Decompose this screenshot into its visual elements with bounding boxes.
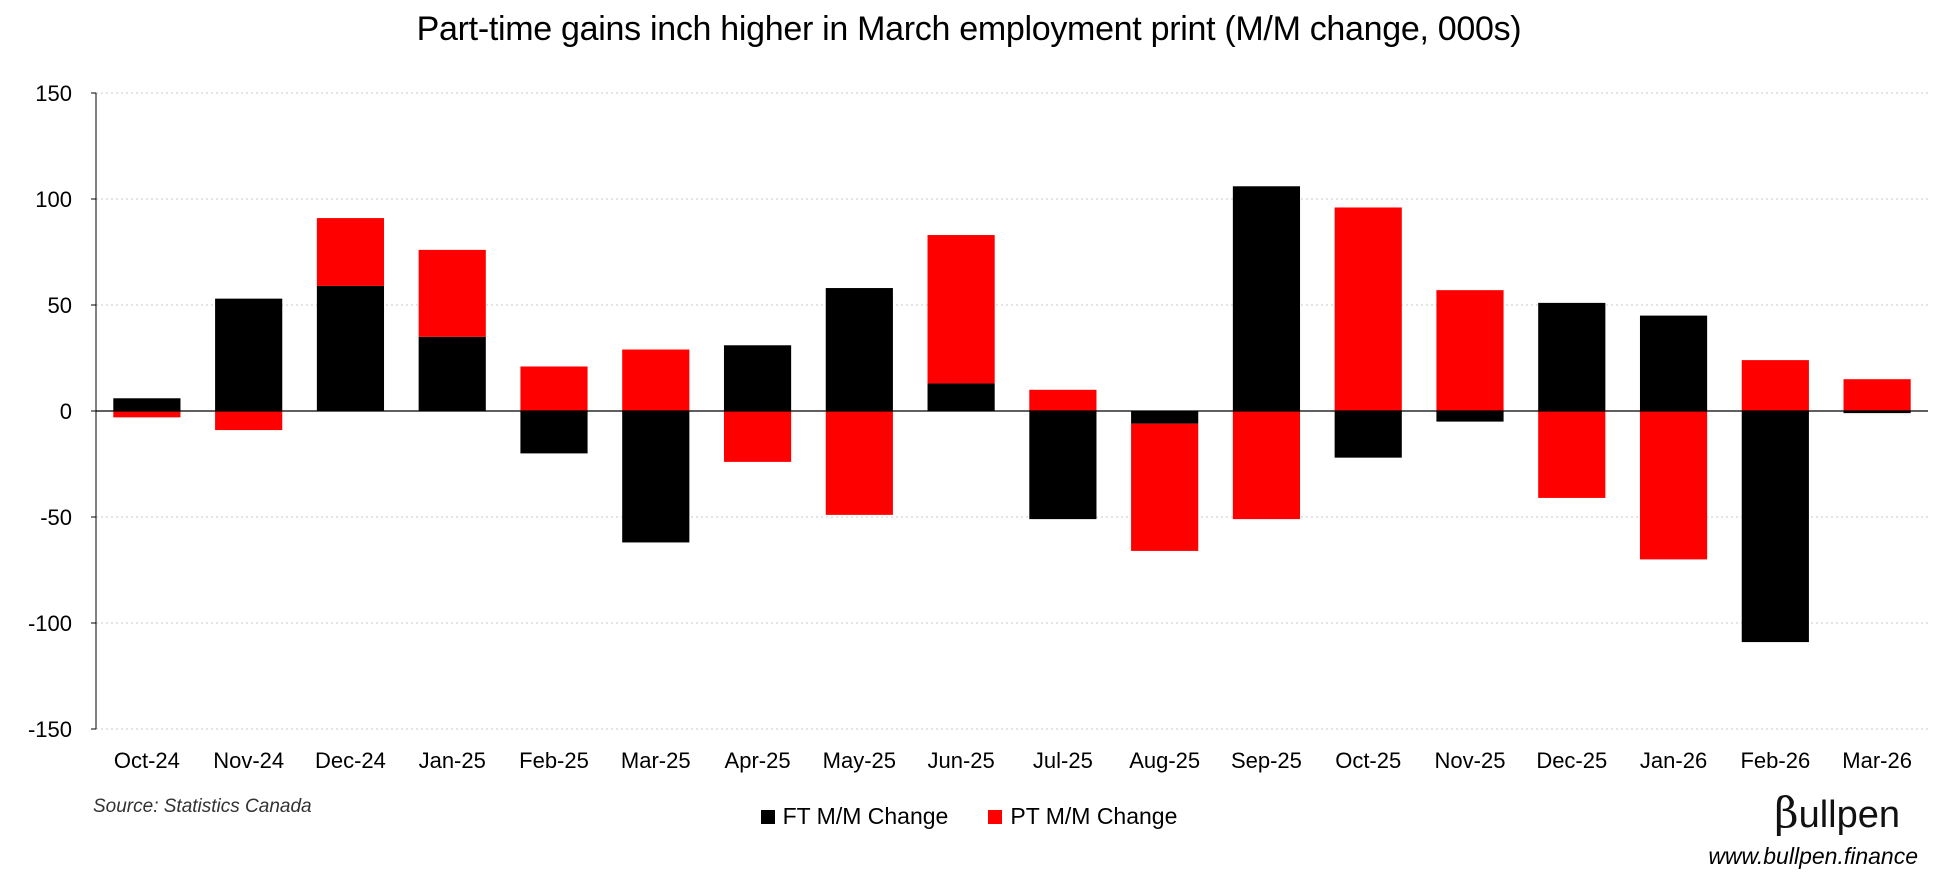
bar-ft xyxy=(1232,186,1301,411)
source-note: Source: Statistics Canada xyxy=(93,796,312,817)
bar-pt xyxy=(215,411,283,431)
bars xyxy=(113,186,1911,643)
x-tick-label: Mar-25 xyxy=(621,748,691,773)
x-tick-label: Feb-26 xyxy=(1740,748,1810,773)
bar-ft xyxy=(927,383,995,411)
x-tick-label: Oct-25 xyxy=(1335,748,1401,773)
bar-pt xyxy=(113,411,181,418)
bar-pt xyxy=(1029,389,1097,411)
x-tick-label: Dec-24 xyxy=(315,748,386,773)
legend-item-pt: PT M/M Change xyxy=(988,803,1177,830)
bar-ft xyxy=(316,285,385,411)
bar-ft xyxy=(1741,411,1809,643)
x-tick-label: Sep-25 xyxy=(1231,748,1302,773)
x-tick-label: May-25 xyxy=(823,748,896,773)
legend-item-ft: FT M/M Change xyxy=(760,803,949,830)
bar-pt xyxy=(1232,411,1301,520)
bar-pt xyxy=(418,249,486,337)
bar-pt xyxy=(825,411,893,515)
x-axis-ticks: Oct-24 Nov-24 Dec-24 Jan-25 Feb-25 Mar-25 Apr-… xyxy=(114,748,1912,773)
bar-ft xyxy=(1029,411,1097,520)
y-tick-label: -150 xyxy=(28,717,72,742)
bar-ft xyxy=(622,411,690,543)
bar-ft xyxy=(1538,302,1606,411)
legend-swatch-pt xyxy=(988,809,1003,824)
bar-ft xyxy=(1843,411,1911,414)
gridlines xyxy=(96,92,1928,730)
bar-pt xyxy=(927,235,995,384)
bar-ft xyxy=(1334,411,1402,458)
brand-beta-mark: β xyxy=(1774,788,1799,837)
bar-ft xyxy=(215,298,283,411)
x-tick-label: Nov-24 xyxy=(213,748,284,773)
brand-logo: βullpen xyxy=(1774,788,1900,837)
brand-name: ullpen xyxy=(1798,794,1900,836)
y-tick-label: -50 xyxy=(40,505,72,530)
legend-label-ft: FT M/M Change xyxy=(782,803,949,829)
bar-pt xyxy=(1538,411,1606,498)
y-tick-label: 150 xyxy=(35,81,72,106)
x-tick-label: Jun-25 xyxy=(927,748,994,773)
x-tick-label: Mar-26 xyxy=(1842,748,1912,773)
x-tick-label: Jan-25 xyxy=(419,748,486,773)
bar-pt xyxy=(316,218,385,286)
y-tick-label: -100 xyxy=(28,611,72,636)
x-tick-label: Apr-25 xyxy=(725,748,791,773)
y-tick-label: 0 xyxy=(60,399,72,424)
bar-ft xyxy=(520,411,588,454)
bar-pt xyxy=(1436,290,1504,411)
legend: FT M/M Change PT M/M Change xyxy=(0,803,1938,830)
bar-pt xyxy=(1334,207,1402,411)
bar-pt xyxy=(1131,423,1199,551)
brand-url: www.bullpen.finance xyxy=(1708,843,1918,869)
bar-ft xyxy=(418,336,486,411)
bar-ft xyxy=(723,345,792,411)
x-tick-label: Oct-24 xyxy=(114,748,180,773)
x-tick-label: Feb-25 xyxy=(519,748,589,773)
bar-ft xyxy=(1639,315,1708,411)
y-axis-ticks: 150 100 50 0 -50 -100 -150 xyxy=(28,81,96,742)
x-tick-label: Aug-25 xyxy=(1129,748,1200,773)
x-tick-label: Dec-25 xyxy=(1536,748,1607,773)
legend-label-pt: PT M/M Change xyxy=(1010,803,1178,829)
chart-title: Part-time gains inch higher in March emp… xyxy=(416,10,1522,48)
y-tick-label: 50 xyxy=(48,293,72,318)
x-tick-label: Jan-26 xyxy=(1640,748,1707,773)
bar-pt xyxy=(723,411,792,462)
bar-pt xyxy=(1741,360,1809,411)
bar-pt xyxy=(1843,379,1911,411)
bar-ft xyxy=(113,398,181,411)
bar-ft xyxy=(825,288,893,411)
x-tick-label: Jul-25 xyxy=(1033,748,1093,773)
bar-pt xyxy=(1639,411,1708,560)
x-tick-label: Nov-25 xyxy=(1435,748,1506,773)
bar-ft xyxy=(1131,411,1199,424)
bar-ft xyxy=(1436,411,1504,422)
y-tick-label: 100 xyxy=(35,187,72,212)
bar-pt xyxy=(520,366,588,411)
bar-pt xyxy=(622,349,690,411)
legend-swatch-ft xyxy=(760,809,775,824)
